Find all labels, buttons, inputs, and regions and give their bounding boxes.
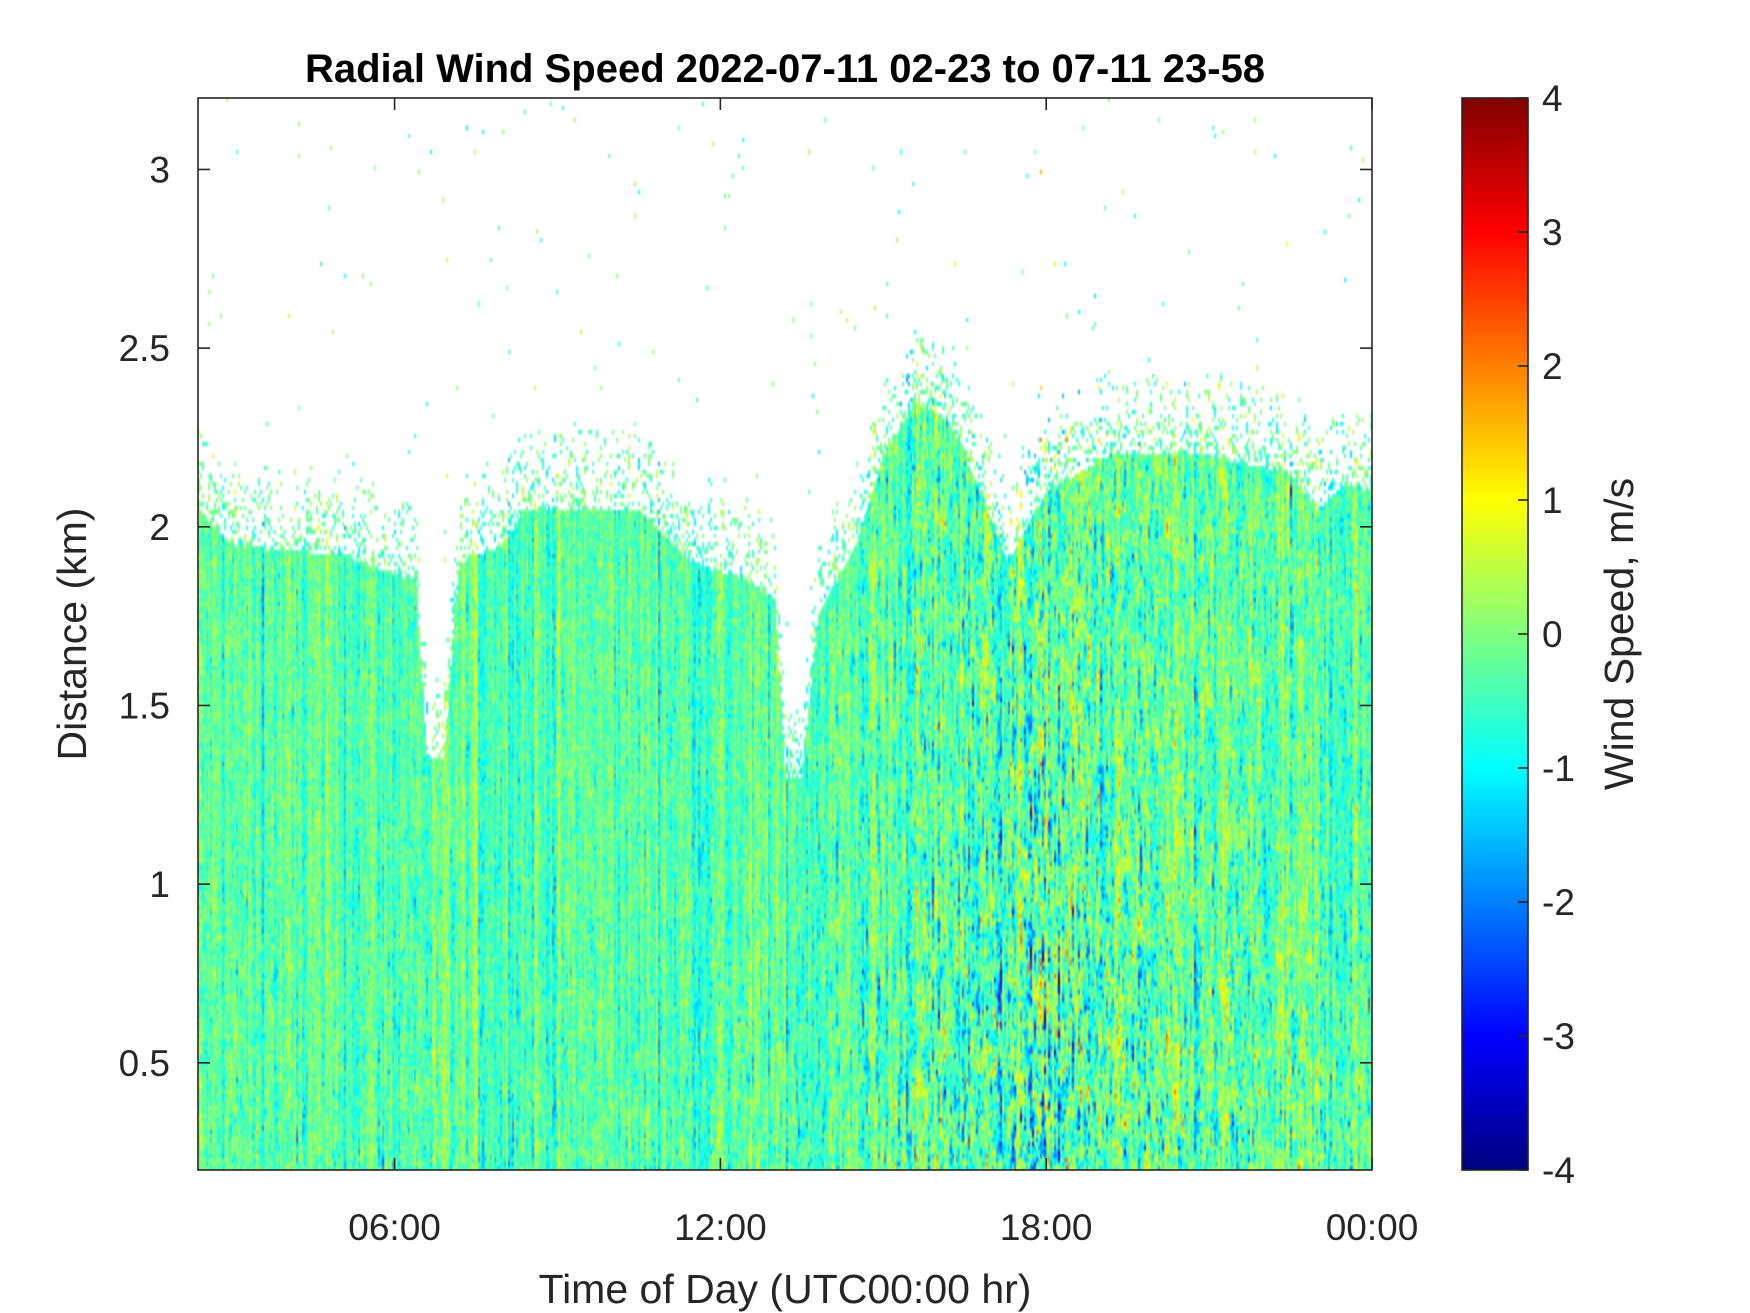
plot-area xyxy=(198,98,1372,1170)
colorbar-tick-label: -3 xyxy=(1542,1016,1575,1057)
y-tick-label: 2.5 xyxy=(119,328,170,369)
plot-frame xyxy=(197,97,1373,1171)
x-tick-label: 18:00 xyxy=(1000,1207,1093,1248)
colorbar-tick-label: 1 xyxy=(1542,480,1563,521)
x-axis-title: Time of Day (UTC00:00 hr) xyxy=(539,1266,1032,1312)
y-tick-label: 1.5 xyxy=(119,685,170,726)
y-axis-title: Distance (km) xyxy=(49,508,95,761)
colorbar-axis: 4 3 2 1 0 -1 -2 -3 -4 xyxy=(1518,78,1575,1191)
x-tick-label: 12:00 xyxy=(674,1207,767,1248)
colorbar-tick-label: -4 xyxy=(1542,1150,1575,1191)
y-axis: 0.5 1 1.5 2 2.5 3 xyxy=(119,149,1372,1084)
colorbar-tick-label: 2 xyxy=(1542,346,1563,387)
chart-title: Radial Wind Speed 2022-07-11 02-23 to 07… xyxy=(305,47,1265,91)
colorbar-tick-label: 3 xyxy=(1542,212,1563,253)
colorbar-tick-label: -1 xyxy=(1542,748,1575,789)
y-tick-label: 2 xyxy=(149,507,170,548)
colorbar-tick-label: 0 xyxy=(1542,614,1563,655)
x-axis: 06:00 12:00 18:00 00:00 xyxy=(348,98,1418,1248)
x-tick-label: 00:00 xyxy=(1326,1207,1419,1248)
colorbar-tick-label: -2 xyxy=(1542,882,1575,923)
colorbar xyxy=(1461,97,1529,1171)
x-tick-label: 06:00 xyxy=(348,1207,441,1248)
heatmap-raster xyxy=(198,98,1372,1170)
colorbar-tick-label: 4 xyxy=(1542,78,1563,119)
y-tick-label: 0.5 xyxy=(119,1043,170,1084)
colorbar-title: Wind Speed, m/s xyxy=(1596,478,1642,790)
y-tick-label: 3 xyxy=(149,149,170,190)
y-tick-label: 1 xyxy=(149,864,170,905)
